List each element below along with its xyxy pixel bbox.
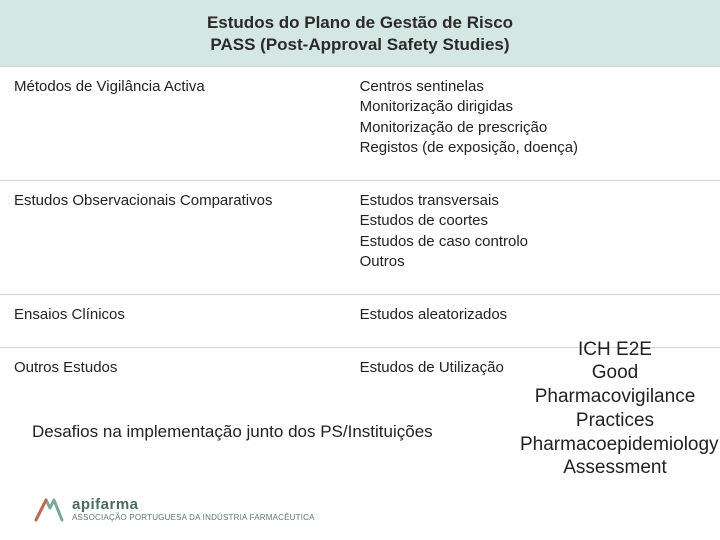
logo-subtitle: ASSOCIAÇÃO PORTUGUESA DA INDÚSTRIA FARMA…	[72, 513, 315, 522]
header-line2: PASS (Post-Approval Safety Studies)	[0, 34, 720, 56]
table-row: Métodos de Vigilância ActivaCentros sent…	[0, 67, 720, 181]
table-cell-right: Estudos transversaisEstudos de coortesEs…	[346, 181, 720, 295]
header-line1: Estudos do Plano de Gestão de Risco	[0, 12, 720, 34]
logo-brand-text: apifarma	[72, 496, 315, 513]
table-cell-left: Estudos Observacionais Comparativos	[0, 181, 346, 295]
table-cell-left: Outros Estudos	[0, 348, 346, 401]
logo-icon	[32, 494, 66, 524]
footer-note: Desafios na implementação junto dos PS/I…	[32, 422, 433, 442]
table-cell-left: Métodos de Vigilância Activa	[0, 67, 346, 181]
table-cell-left: Ensaios Clínicos	[0, 295, 346, 348]
slide-header: Estudos do Plano de Gestão de Risco PASS…	[0, 0, 720, 66]
table-cell-right: Centros sentinelasMonitorização dirigida…	[346, 67, 720, 181]
apifarma-logo: apifarma ASSOCIAÇÃO PORTUGUESA DA INDÚST…	[32, 494, 315, 524]
table-row: Estudos Observacionais ComparativosEstud…	[0, 181, 720, 295]
side-reference-text: ICH E2EGood Pharmacovigilance PracticesP…	[520, 338, 710, 481]
